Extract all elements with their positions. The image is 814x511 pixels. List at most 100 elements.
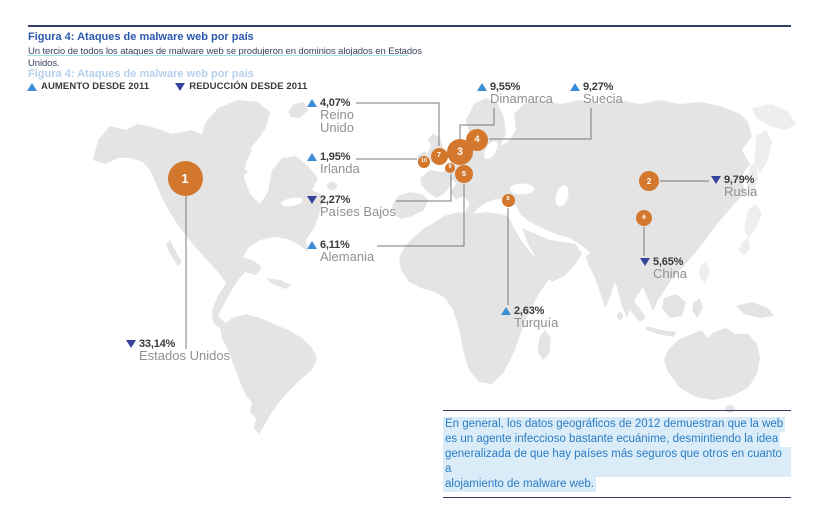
map-hudson-bay	[250, 168, 266, 196]
country-value-row: 2,27%	[307, 193, 396, 206]
country-value-row: 5,65%	[640, 255, 687, 268]
country-name: Dinamarca	[490, 91, 553, 106]
map-japan-south	[739, 238, 750, 256]
map-borneo	[662, 294, 686, 318]
connector-line-alemania	[377, 184, 465, 247]
map-new-guinea	[736, 302, 774, 318]
country-marker-alemania: 5	[455, 165, 473, 183]
country-marker-paises-bajos: 9	[445, 163, 455, 173]
country-value-row: 2,63%	[501, 305, 558, 317]
country-label-suecia: 9,27% Suecia	[570, 81, 623, 106]
figure-title: Figura 4: Ataques de malware web por paí…	[28, 31, 254, 43]
map-black-sea	[510, 183, 534, 195]
country-value-row: 33,14%	[126, 337, 230, 350]
increase-triangle-icon	[501, 306, 511, 315]
map-tasmania	[725, 405, 735, 413]
map-arctic-island-1	[288, 102, 308, 118]
country-percentage: 6,11%	[320, 238, 350, 251]
legend: AUMENTO DESDE 2011 REDUCCIÓN DESDE 2011	[27, 81, 307, 92]
country-name: China	[653, 266, 687, 281]
country-percentage: 33,14%	[139, 337, 176, 350]
connector-line-suecia	[489, 108, 592, 140]
country-label-paises-bajos: 2,27% Países Bajos	[307, 194, 396, 219]
country-name: Alemania	[320, 249, 375, 264]
map-sumatra	[624, 296, 646, 322]
country-percentage: 9,79%	[724, 173, 755, 186]
note-line: es un agente infeccioso bastante ecuánim…	[443, 432, 781, 447]
callout-connectors	[185, 102, 709, 349]
increase-triangle-icon	[27, 82, 37, 91]
country-value-row: 1,95%	[307, 150, 360, 163]
increase-triangle-icon	[570, 82, 580, 91]
map-arabia	[522, 228, 582, 282]
country-label-turquia: 2,63% Turquía	[501, 305, 558, 330]
legend-decrease-item: REDUCCIÓN DESDE 2011	[175, 81, 307, 92]
country-value-row: 6,11%	[307, 238, 374, 251]
decrease-triangle-icon	[640, 257, 650, 266]
country-marker-turquia: 8	[501, 193, 515, 207]
decrease-triangle-icon	[307, 195, 317, 204]
country-name: Irlanda	[320, 161, 360, 176]
country-percentage: 1,95%	[320, 150, 351, 163]
map-cuba	[266, 278, 291, 289]
country-marker-suecia: 4	[466, 129, 488, 151]
top-divider	[28, 25, 791, 27]
increase-triangle-icon	[307, 240, 317, 249]
note-line: alojamiento de malware web.	[443, 477, 596, 492]
map-north-america	[93, 124, 324, 330]
map-madagascar	[538, 330, 551, 360]
map-iberia	[392, 192, 428, 219]
connector-line-reino-unido	[356, 102, 440, 146]
connector-line-paises-bajos	[396, 174, 452, 202]
country-name: Reino Unido	[320, 107, 354, 135]
map-australia	[664, 328, 760, 400]
map-philippines	[699, 262, 710, 284]
map-kamchatka	[754, 130, 772, 174]
map-sulawesi	[692, 298, 703, 318]
country-marker-reino-unido: 7	[430, 147, 448, 165]
figure-subtitle-line: Unidos.	[28, 58, 60, 69]
increase-triangle-icon	[307, 98, 317, 107]
legend-increase-label: AUMENTO DESDE 2011	[41, 81, 150, 92]
note-paragraph: En general, los datos geográficos de 201…	[443, 410, 791, 498]
map-africa	[399, 212, 560, 384]
country-name: Estados Unidos	[139, 348, 231, 363]
country-label-rusia: 9,79% Rusia	[711, 174, 757, 199]
country-value-row: 9,27%	[570, 80, 623, 93]
map-caspian-sea	[555, 185, 569, 207]
increase-triangle-icon	[477, 82, 487, 91]
country-name: Suecia	[583, 91, 623, 106]
country-percentage: 2,27%	[320, 193, 351, 206]
map-japan-north	[744, 204, 762, 238]
map-java	[646, 326, 676, 337]
country-label-estados-unidos: 33,14% Estados Unidos	[126, 338, 230, 363]
country-percentage: 9,27%	[583, 80, 614, 93]
country-percentage: 4,07%	[320, 96, 351, 109]
figure-subtitle: Un tercio de todos los ataques de malwar…	[28, 46, 422, 70]
subtitle-underline-artifact	[28, 55, 408, 56]
map-france	[420, 168, 454, 198]
country-marker-china: 6	[636, 210, 652, 226]
increase-triangle-icon	[307, 152, 317, 161]
map-chukotka	[752, 104, 796, 130]
country-value-row: 4,07%	[307, 96, 354, 109]
decrease-triangle-icon	[126, 339, 136, 348]
note-line: En general, los datos geográficos de 201…	[443, 417, 786, 432]
ghost-title-artifact: Figura 4: Ataques de malware web por paí…	[28, 68, 254, 80]
country-label-dinamarca: 9,55% Dinamarca	[477, 81, 553, 106]
country-label-irlanda: 1,95% Irlanda	[307, 151, 360, 176]
map-south-america	[220, 314, 317, 434]
country-percentage: 5,65%	[653, 255, 684, 268]
country-percentage: 9,55%	[490, 80, 521, 93]
legend-decrease-label: REDUCCIÓN DESDE 2011	[189, 81, 308, 92]
note-line: generalizada de que hay países más segur…	[443, 447, 791, 477]
map-sri-lanka	[617, 312, 623, 320]
country-marker-irlanda: 10	[418, 156, 430, 168]
map-newfoundland	[327, 182, 337, 190]
map-baltic-sea	[484, 141, 498, 159]
connector-line-dinamarca	[459, 108, 495, 140]
legend-increase-item: AUMENTO DESDE 2011	[27, 81, 149, 92]
decrease-triangle-icon	[711, 175, 721, 184]
